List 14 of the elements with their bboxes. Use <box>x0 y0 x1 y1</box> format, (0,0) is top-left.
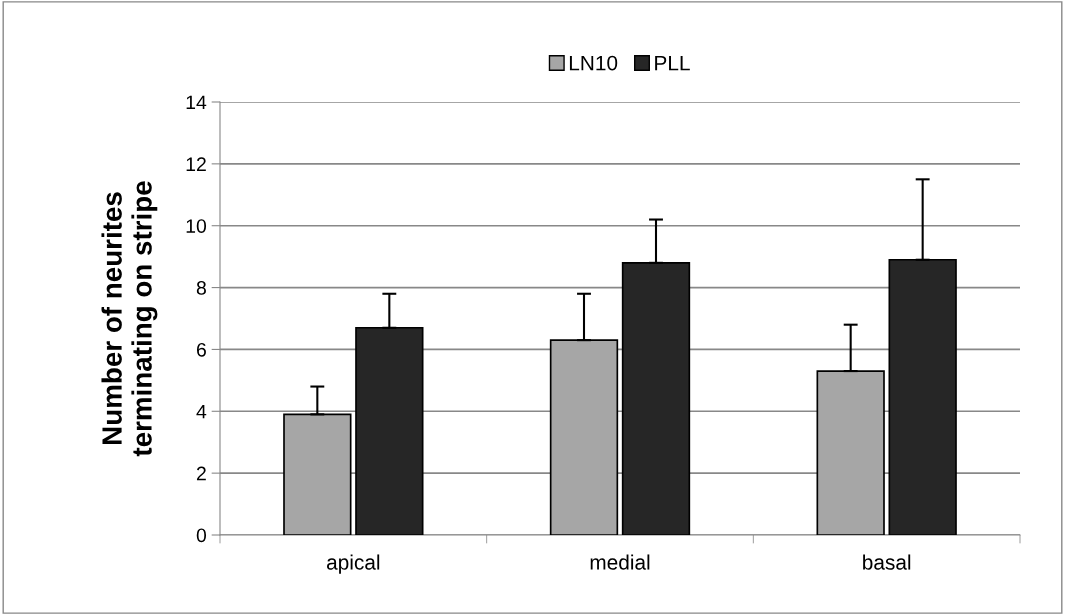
y-tick-label: 2 <box>196 466 206 481</box>
y-tick-label: 6 <box>196 342 206 357</box>
x-tick-label: apical <box>327 554 380 574</box>
legend-label: LN10 <box>569 55 618 71</box>
y-axis-title: Number of neurites terminating on stripe <box>101 181 158 457</box>
y-tick-label: 14 <box>186 95 207 110</box>
y-tick-label: 12 <box>186 157 206 171</box>
y-tick-label: 0 <box>196 528 207 543</box>
y-tick-label: 10 <box>186 219 207 233</box>
y-tick-label: 4 <box>196 404 207 419</box>
x-tick-label: medial <box>590 554 650 570</box>
y-tick-label: 8 <box>196 281 206 295</box>
x-tick-label: basal <box>863 554 911 570</box>
legend-label: PLL <box>655 55 690 71</box>
